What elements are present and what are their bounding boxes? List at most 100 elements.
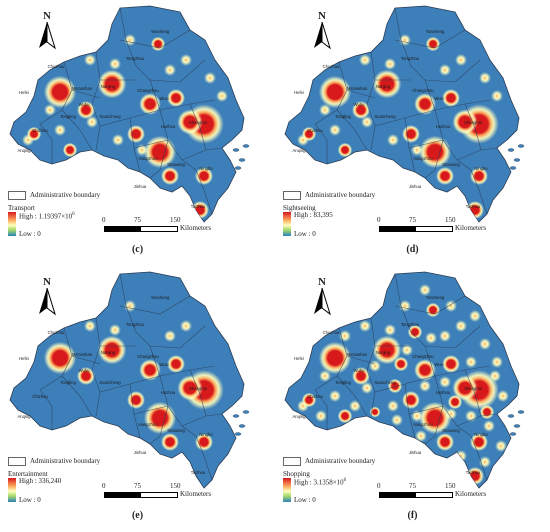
map-legend: Administrative boundary Transport High : 1… [8,191,118,238]
minor-hotspot [391,414,403,426]
admin-boundary-line [346,355,376,365]
place-label: Ma'anshan [347,352,368,357]
place-label: Wuxi [159,362,168,367]
island [517,410,525,414]
island [507,414,515,418]
boundary-label: Administrative boundary [30,457,101,466]
admin-boundary-line [366,317,376,417]
minor-hotspot [455,320,467,332]
admin-boundary-line [336,109,368,151]
panel-caption: (c) [131,244,144,255]
scale-bar: 0 75 150 Kilometers [375,216,515,236]
admin-boundary-line [61,375,93,417]
major-hotspot [352,367,370,385]
place-label: Ma'anshan [72,352,93,357]
major-hotspot [139,93,161,115]
place-label: Wuxi [434,362,443,367]
minor-hotspot [445,300,457,312]
place-label: Shaoxing [167,428,185,433]
place-label: Huzhou [161,124,176,129]
scale-tick: 0 [102,482,106,490]
island [509,166,517,170]
place-label: Huzhou [436,124,451,129]
place-label: Wuhu [79,102,91,107]
place-label: Anqing [17,148,31,153]
minor-hotspot [387,134,399,146]
place-label: Anqing [292,148,306,153]
map-panel: Yancheng Tongzhou Chuzhou Ma'anshan Wuhu Tong… [275,266,550,532]
minor-hotspot [349,400,361,412]
island [232,148,240,152]
place-label: Chuzhou [48,330,65,335]
boundary-swatch [283,191,301,200]
admin-boundary-line [424,139,444,179]
map-legend: Administrative boundary Entertainment High… [8,457,118,504]
major-hotspot [301,126,317,142]
minor-hotspot [361,382,373,394]
place-label: Ma'anshan [347,86,368,91]
minor-hotspot [429,460,441,472]
major-hotspot [318,75,352,109]
minor-hotspot [425,332,437,344]
scale-bar-graphic [379,226,453,232]
place-label: Shanghai [464,386,482,391]
admin-boundary-line [336,375,368,417]
minor-hotspot [419,284,431,296]
place-label: Hangzhou [413,156,433,161]
place-label: Changzhou [137,88,159,93]
minor-hotspot [164,330,176,342]
place-label: Changzhou [137,354,159,359]
place-label: Yancheng [426,29,445,34]
minor-hotspot [377,426,389,438]
admin-boundary-line [195,169,213,215]
place-label: Taizhou [191,204,206,209]
legend-ramp-row: High : 83,395 Low : 0 [283,211,393,238]
place-label: Hefei [294,90,304,95]
admin-boundary-line [189,103,207,151]
map-legend: Administrative boundary Sightseeing High :… [283,191,393,238]
major-hotspot [402,125,420,143]
boundary-swatch [8,457,26,466]
north-arrow: N [311,276,333,316]
admin-boundary-line [434,375,472,437]
major-hotspot [414,359,436,381]
panel-caption: (f) [407,510,418,521]
place-label: Xuancheng [99,380,121,385]
place-label: Tongling [335,380,351,385]
admin-boundary-line [470,435,488,481]
minor-hotspot [439,64,451,76]
legend-high: High : 83,395 [294,211,333,219]
minor-hotspot [204,72,216,84]
place-label: Ningbo [474,166,488,171]
minor-hotspot [419,380,431,392]
north-arrow: N [36,276,58,316]
scale-tick: 150 [170,216,181,224]
major-hotspot [62,142,78,158]
map-panel: Yancheng Tongzhou Chuzhou Ma'anshan Wuhu Tong… [0,266,275,532]
place-label: Xuancheng [374,380,396,385]
island [513,158,521,162]
minor-hotspot [109,58,121,70]
north-arrow: N [311,10,333,50]
major-hotspot [372,335,402,365]
island [242,410,250,414]
minor-hotspot [329,124,341,136]
north-label: N [318,10,326,22]
north-arrow-icon [314,22,331,50]
admin-boundary-line [91,51,101,151]
minor-hotspot [180,54,192,66]
north-arrow-icon [39,288,56,316]
minor-hotspot [180,320,192,332]
minor-hotspot [465,356,477,368]
admin-boundary-line [119,7,161,111]
scale-tick: 75 [409,216,416,224]
admin-boundary-line [149,139,169,179]
boundary-label: Administrative boundary [305,191,376,200]
north-label: N [43,276,51,288]
major-hotspot [352,101,370,119]
place-label: Hefei [294,356,304,361]
admin-boundary-line [464,103,482,151]
admin-boundary-line [39,327,73,391]
major-hotspot [337,142,353,158]
place-label: Chuzhou [48,64,65,69]
